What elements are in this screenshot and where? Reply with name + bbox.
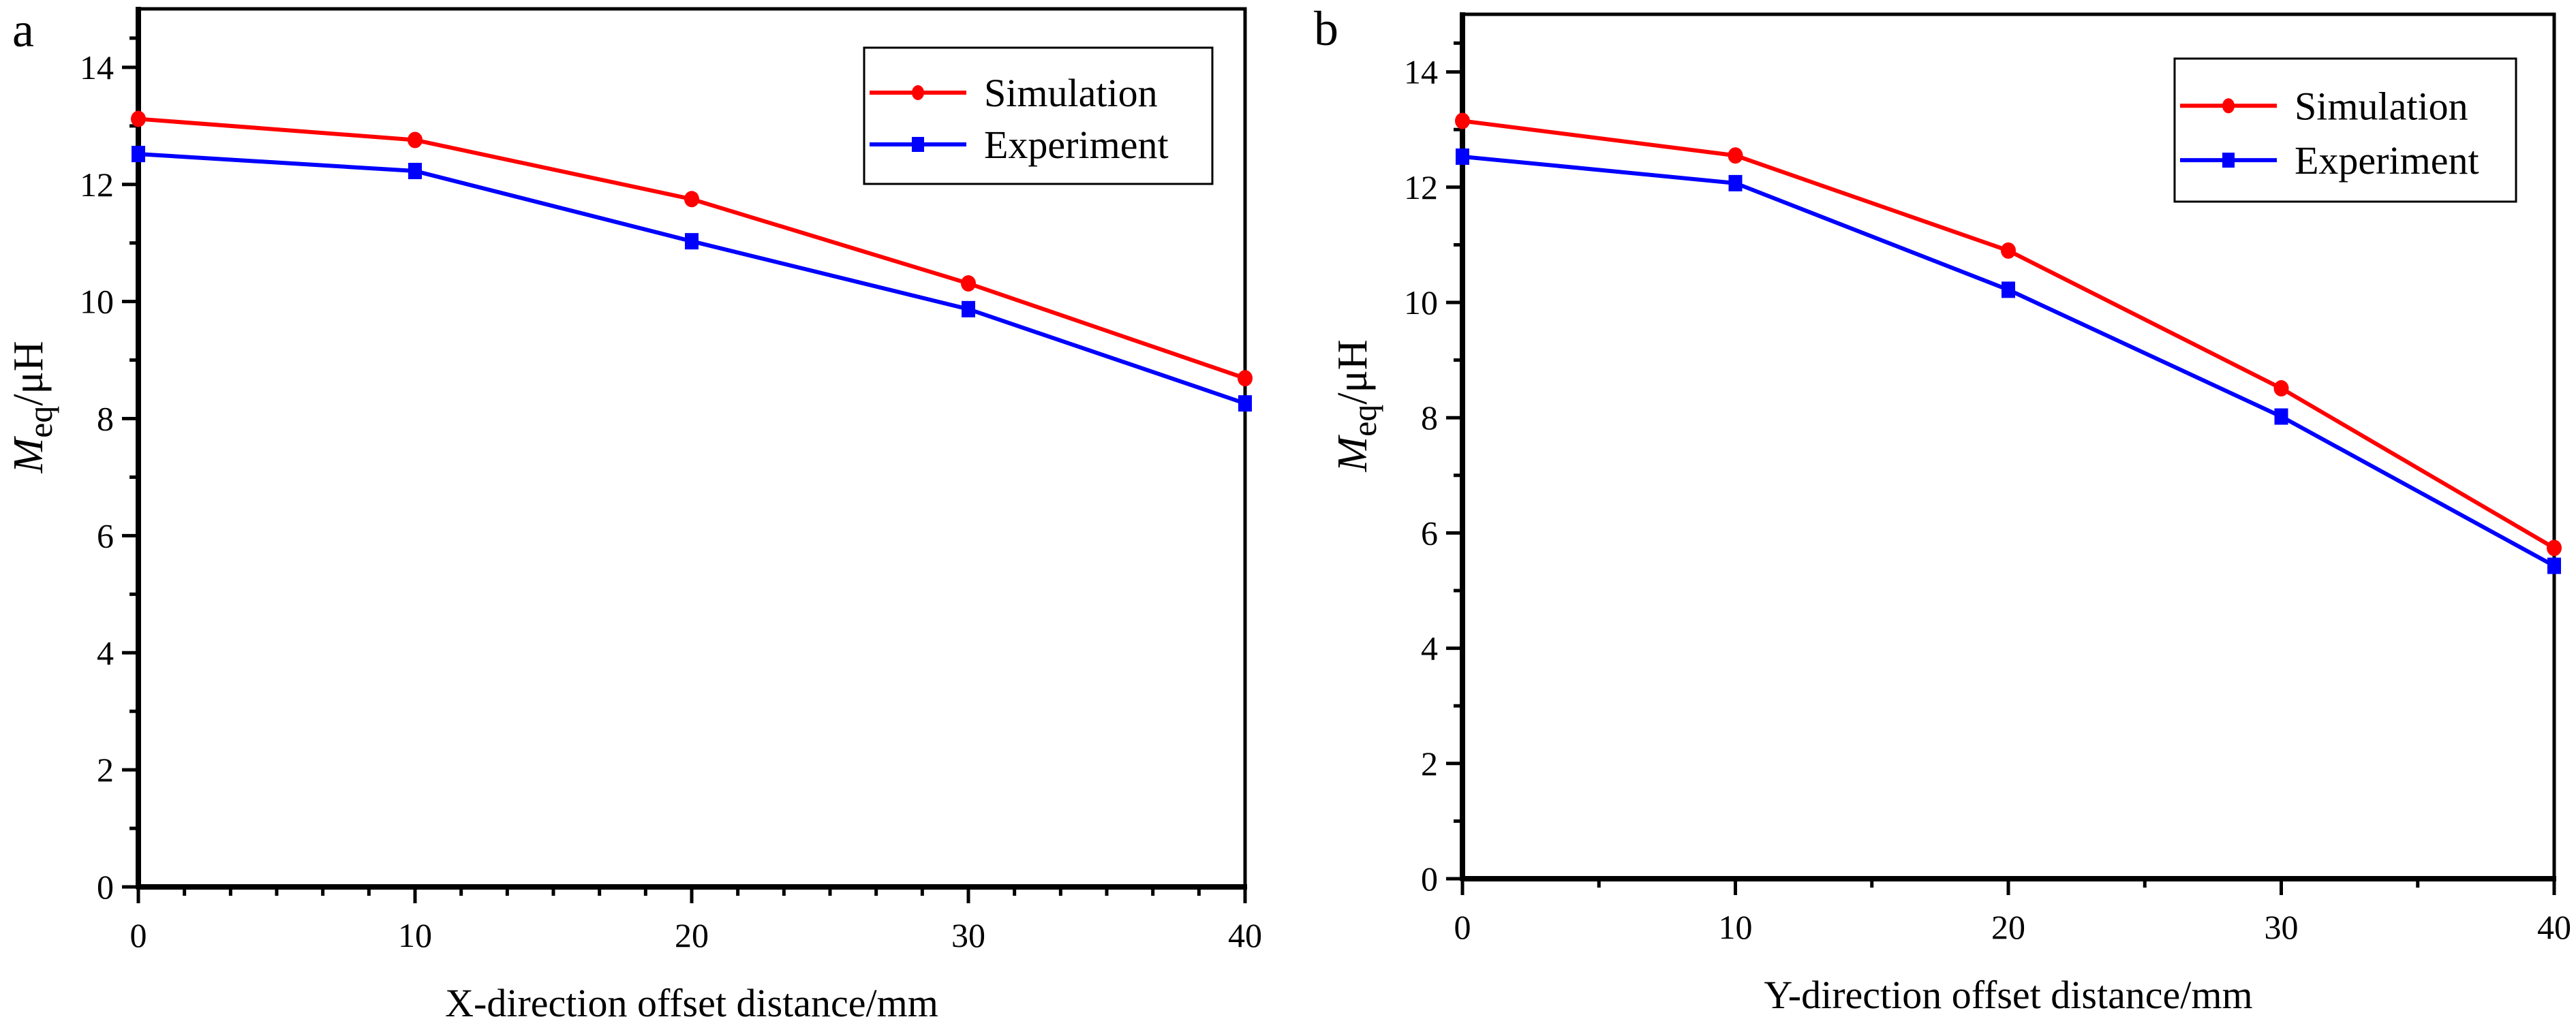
data-point — [408, 163, 422, 180]
series-simulation — [1455, 112, 2562, 557]
y-tick-label: 0 — [1421, 860, 1438, 898]
y-tick-label: 4 — [97, 634, 114, 672]
legend-item: Simulation — [870, 71, 1158, 115]
legend-marker-square — [912, 137, 924, 152]
y-axis-title-unit: /μH — [1330, 339, 1376, 404]
panel-b: b 0 10 20 30 40 0 2 4 6 8 10 12 14 Y-direction offset … — [1314, 1, 2571, 1017]
legend-box — [863, 46, 1214, 185]
data-point — [2547, 540, 2562, 557]
data-point — [2001, 242, 2016, 259]
legend-box — [2173, 57, 2517, 203]
y-tick-label: 8 — [1421, 398, 1438, 437]
legend-marker-square — [2222, 153, 2235, 168]
data-point — [1728, 174, 1743, 191]
x-tick-label: 40 — [1228, 916, 1262, 954]
x-axis-title: X-direction offset distance/mm — [445, 981, 938, 1025]
y-axis-title: Meq/μH — [1330, 339, 1383, 472]
series-experiment — [1456, 148, 2561, 574]
x-tick-label: 0 — [130, 916, 147, 954]
legend-label: Experiment — [984, 123, 1169, 167]
data-point — [2274, 408, 2288, 425]
x-axis-title: Y-direction offset distance/mm — [1764, 973, 2252, 1017]
y-tick-label: 12 — [80, 166, 114, 204]
legend: Simulation Experiment — [863, 46, 1214, 185]
data-point — [1238, 370, 1253, 387]
series-simulation — [131, 110, 1253, 387]
data-point — [2002, 281, 2015, 298]
data-point — [1455, 112, 1470, 129]
y-axis-title: Meq/μH — [5, 341, 59, 473]
data-point — [2547, 557, 2561, 574]
x-tick-label: 30 — [951, 916, 985, 954]
data-point — [685, 233, 699, 250]
legend-item: Experiment — [2180, 138, 2479, 183]
y-axis-title-subscript: eq — [1345, 405, 1383, 437]
y-axis-title-subscript: eq — [21, 406, 59, 438]
y-tick-label: 14 — [80, 48, 114, 87]
y-tick-label: 2 — [1421, 745, 1438, 783]
legend-label: Simulation — [2295, 84, 2468, 128]
legend-marker-circle — [912, 85, 924, 100]
panel-label: b — [1314, 1, 1338, 56]
x-tick-label: 0 — [1454, 908, 1471, 946]
x-tick-label: 20 — [675, 916, 709, 954]
data-point — [1728, 147, 1743, 164]
x-tick-label: 40 — [2537, 908, 2571, 946]
y-tick-label: 6 — [97, 516, 114, 554]
panel-label: a — [12, 3, 34, 57]
x-tick-label: 30 — [2265, 908, 2299, 946]
data-point — [1238, 395, 1252, 412]
series-line — [1462, 154, 2556, 568]
y-tick-label: 6 — [1421, 514, 1438, 552]
legend-label: Simulation — [984, 71, 1158, 115]
series-experiment — [132, 146, 1252, 412]
data-point — [132, 146, 145, 163]
y-tick-label: 10 — [80, 283, 114, 321]
data-point — [1456, 148, 1469, 165]
y-tick-label: 2 — [97, 751, 114, 789]
panel-a: a 0 10 20 30 40 0 2 4 6 8 10 12 14 X-direction offset … — [5, 3, 1262, 1025]
data-point — [2273, 380, 2289, 397]
y-axis-title-main: M — [1330, 435, 1376, 473]
x-tick-label: 10 — [398, 916, 432, 954]
legend-label: Experiment — [2295, 138, 2479, 183]
y-tick-label: 12 — [1404, 168, 1438, 206]
x-tick-label: 10 — [1719, 908, 1753, 946]
y-tick-label: 10 — [1404, 283, 1438, 322]
y-axis-title-main: M — [5, 436, 52, 474]
y-tick-label: 14 — [1404, 53, 1438, 91]
x-tick-label: 20 — [1991, 908, 2025, 946]
data-point — [961, 275, 976, 292]
data-point — [684, 191, 699, 208]
data-point — [131, 110, 146, 127]
y-tick-label: 4 — [1421, 629, 1438, 668]
legend: Simulation Experiment — [2173, 57, 2517, 203]
y-tick-label: 8 — [97, 400, 114, 438]
data-point — [408, 131, 423, 148]
data-point — [962, 300, 975, 317]
y-axis-title-unit: /μH — [5, 341, 52, 405]
legend-marker-circle — [2222, 98, 2235, 114]
legend-item: Simulation — [2180, 84, 2468, 128]
y-tick-label: 0 — [97, 868, 114, 906]
legend-item: Experiment — [870, 123, 1169, 167]
